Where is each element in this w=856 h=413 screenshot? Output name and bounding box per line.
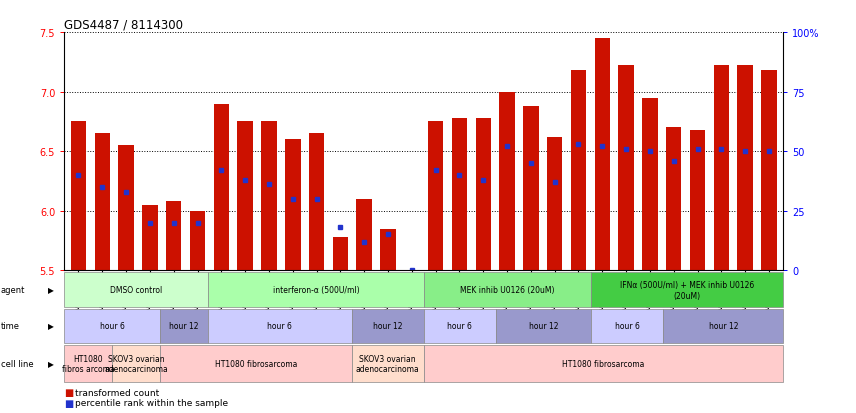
Bar <box>380 229 395 271</box>
Text: HT1080
fibros arcoma: HT1080 fibros arcoma <box>62 354 115 373</box>
Bar <box>94 134 110 271</box>
Bar <box>475 119 491 271</box>
Bar <box>690 131 705 271</box>
Bar <box>547 138 562 271</box>
Text: ▶: ▶ <box>48 286 54 294</box>
Text: GDS4487 / 8114300: GDS4487 / 8114300 <box>64 19 183 32</box>
Text: hour 6: hour 6 <box>99 321 125 330</box>
Text: ▶: ▶ <box>48 321 54 330</box>
Text: percentile rank within the sample: percentile rank within the sample <box>75 398 229 407</box>
Bar <box>737 66 753 271</box>
Bar <box>714 66 729 271</box>
Text: transformed count: transformed count <box>75 388 159 397</box>
Text: ■: ■ <box>64 387 74 397</box>
Text: time: time <box>1 321 20 330</box>
Text: SKOV3 ovarian
adenocarcinoma: SKOV3 ovarian adenocarcinoma <box>104 354 168 373</box>
Text: agent: agent <box>1 286 25 294</box>
Bar <box>309 134 324 271</box>
Text: SKOV3 ovarian
adenocarcinoma: SKOV3 ovarian adenocarcinoma <box>356 354 419 373</box>
Text: hour 12: hour 12 <box>529 321 558 330</box>
Text: DMSO control: DMSO control <box>110 286 163 294</box>
Text: IFNα (500U/ml) + MEK inhib U0126
(20uM): IFNα (500U/ml) + MEK inhib U0126 (20uM) <box>621 280 754 300</box>
Bar <box>595 39 610 271</box>
Bar <box>166 202 181 271</box>
Text: hour 12: hour 12 <box>709 321 738 330</box>
Bar <box>523 107 538 271</box>
Bar <box>71 122 86 271</box>
Text: hour 6: hour 6 <box>615 321 640 330</box>
Bar <box>618 66 633 271</box>
Text: HT1080 fibrosarcoma: HT1080 fibrosarcoma <box>215 359 297 368</box>
Text: ■: ■ <box>64 398 74 408</box>
Bar <box>190 211 205 271</box>
Bar <box>237 122 253 271</box>
Bar <box>214 104 229 271</box>
Bar <box>285 140 300 271</box>
Text: hour 6: hour 6 <box>267 321 293 330</box>
Text: interferon-α (500U/ml): interferon-α (500U/ml) <box>272 286 360 294</box>
Bar <box>571 71 586 271</box>
Text: ▶: ▶ <box>48 359 54 368</box>
Bar <box>499 93 514 271</box>
Bar <box>142 205 158 271</box>
Bar <box>642 98 657 271</box>
Bar <box>261 122 276 271</box>
Bar <box>452 119 467 271</box>
Text: MEK inhib U0126 (20uM): MEK inhib U0126 (20uM) <box>461 286 555 294</box>
Bar <box>118 146 134 271</box>
Bar <box>666 128 681 271</box>
Bar <box>428 122 443 271</box>
Text: cell line: cell line <box>1 359 33 368</box>
Bar <box>761 71 776 271</box>
Text: HT1080 fibrosarcoma: HT1080 fibrosarcoma <box>562 359 645 368</box>
Text: hour 12: hour 12 <box>373 321 402 330</box>
Bar <box>356 199 372 271</box>
Text: hour 6: hour 6 <box>447 321 473 330</box>
Text: hour 12: hour 12 <box>169 321 199 330</box>
Bar <box>333 237 348 271</box>
